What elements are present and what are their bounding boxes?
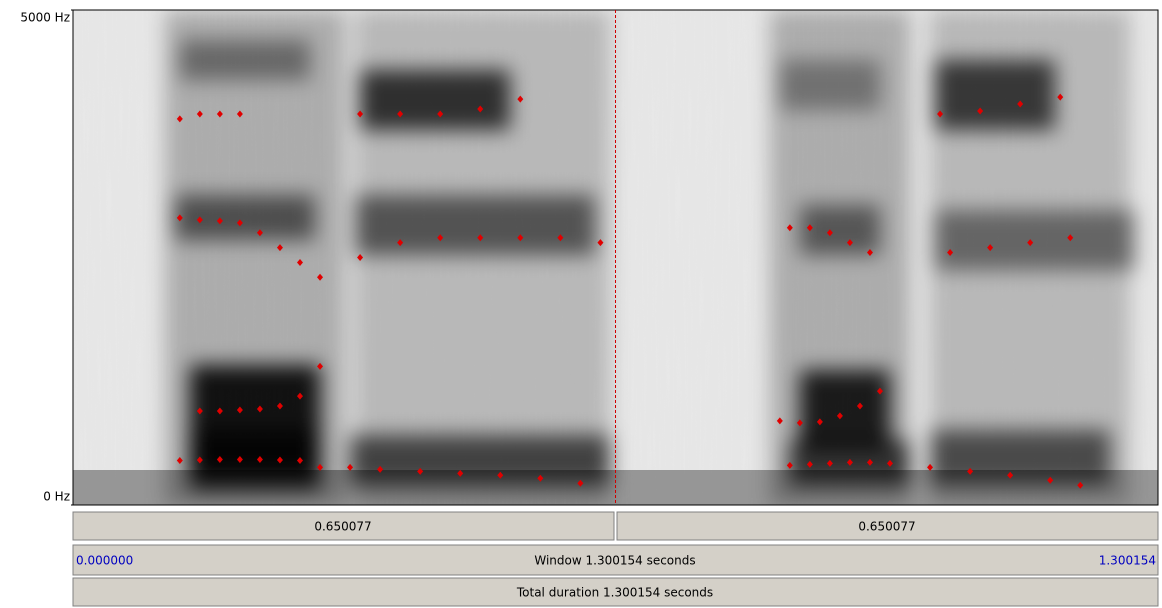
frequency-label: 0 Hz: [43, 490, 70, 504]
right-duration: 0.650077: [858, 520, 915, 534]
frequency-label: 5000 Hz: [20, 11, 70, 25]
praat-window: 0.650077 0.650077 0.000000 Window 1.3001…: [0, 0, 1162, 608]
window-end: 1.300154: [1099, 554, 1156, 568]
window-duration: Window 1.300154 seconds: [534, 554, 695, 568]
left-duration: 0.650077: [314, 520, 371, 534]
total-duration: Total duration 1.300154 seconds: [516, 586, 713, 600]
window-start: 0.000000: [76, 554, 133, 568]
